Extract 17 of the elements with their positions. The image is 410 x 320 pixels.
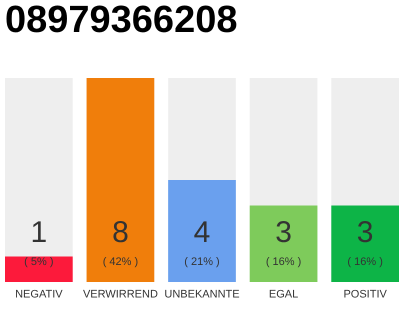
- data-label: 4: [194, 216, 210, 249]
- annotation: ( 16% ): [266, 256, 302, 268]
- data-label: 8: [112, 216, 129, 249]
- data-label: 3: [356, 216, 374, 249]
- x-tick-label: NEGATIV: [15, 288, 64, 300]
- x-tick-label: UNBEKANNTE: [164, 288, 240, 300]
- annotation: ( 42% ): [102, 256, 138, 268]
- data-label: 3: [275, 216, 292, 249]
- annotation: ( 21% ): [184, 256, 220, 268]
- bar: [5, 256, 73, 282]
- data-label: 1: [30, 216, 48, 249]
- x-tick-label: EGAL: [268, 288, 298, 300]
- x-tick-label: VERWIRREND: [82, 288, 158, 300]
- chart-title: 08979366208: [5, 0, 238, 41]
- x-tick-label: POSITIV: [343, 288, 388, 300]
- annotation: ( 5% ): [24, 256, 54, 268]
- annotation: ( 16% ): [347, 256, 383, 268]
